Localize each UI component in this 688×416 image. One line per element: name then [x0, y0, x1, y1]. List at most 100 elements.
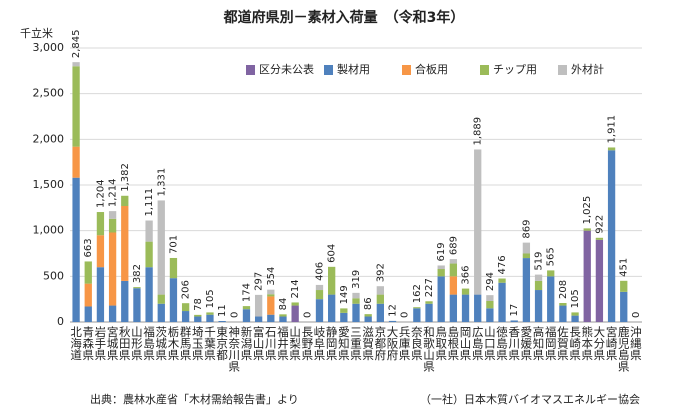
bar-segment — [352, 292, 360, 299]
bar-segment — [607, 147, 616, 151]
value-label: 1,025 — [582, 196, 593, 225]
x-tick-label: 長崎県 — [568, 326, 582, 361]
bar-segment — [267, 296, 275, 315]
x-tick-label: 大分県 — [592, 325, 606, 361]
value-label: 294 — [485, 272, 496, 291]
bar-segment — [486, 295, 494, 301]
bar-segment — [133, 288, 141, 322]
source: 出典：農林水産省「木材需給報告書」より — [90, 392, 299, 406]
chart-title: 都道府県別－素材入荷量 （令和3年） — [223, 9, 465, 26]
bar-segment — [169, 257, 178, 279]
x-tick-label: 東京都 — [215, 326, 229, 361]
bar-segment — [620, 280, 628, 292]
bar-segment — [72, 177, 80, 322]
bar-segment — [84, 306, 92, 322]
y-tick-label: 0 — [57, 315, 64, 328]
bar-segment — [218, 320, 226, 322]
bar-segment — [449, 294, 458, 322]
y-tick-label: 2,000 — [33, 132, 65, 145]
value-label: 2,845 — [71, 30, 82, 59]
bar-segment — [169, 278, 178, 322]
bar-segment — [352, 303, 360, 322]
bar-segment — [291, 302, 299, 306]
bar-segment — [96, 235, 105, 268]
value-label: 354 — [266, 267, 277, 286]
value-label: 1,214 — [108, 178, 119, 207]
bar-segment — [461, 294, 470, 322]
legend-label: チップ用 — [493, 63, 537, 76]
value-label: 0 — [400, 312, 411, 318]
bar-segment — [84, 261, 92, 284]
bar-segment — [121, 280, 129, 322]
bar-segment — [376, 286, 384, 295]
bar-segment — [571, 315, 579, 322]
bar-segment — [315, 284, 324, 291]
bar-segment — [583, 230, 591, 322]
bar-segment — [559, 303, 567, 306]
bar-segment — [279, 316, 287, 322]
bar-segment — [559, 305, 567, 322]
value-label: 1,382 — [120, 163, 131, 192]
value-label: 162 — [412, 284, 423, 303]
value-label: 0 — [229, 312, 240, 318]
bar-segment — [595, 237, 604, 240]
x-tick-label: 京都府 — [373, 325, 387, 361]
x-tick-label: 兵庫県 — [398, 326, 412, 361]
bar-segment — [437, 276, 445, 322]
y-tick-label: 2,500 — [33, 87, 65, 100]
x-tick-label: 北海道 — [69, 326, 83, 361]
value-label: 84 — [278, 298, 289, 311]
bar-segment — [206, 312, 214, 315]
value-label: 604 — [327, 244, 338, 263]
value-label: 11 — [217, 304, 228, 317]
bar-segment — [376, 303, 384, 322]
value-label: 1,889 — [473, 117, 484, 146]
x-tick-label: 富山県 — [252, 325, 266, 361]
value-label: 86 — [363, 297, 374, 310]
value-label: 701 — [168, 235, 179, 254]
x-tick-label: 青森県 — [81, 326, 95, 361]
x-tick-label: 静岡県 — [325, 325, 339, 361]
bar-segment — [242, 306, 251, 310]
bar-segment — [522, 258, 531, 322]
value-label: 1,911 — [607, 115, 618, 144]
bar-segment — [108, 211, 117, 219]
x-tick-label: 茨城県 — [154, 325, 168, 361]
x-tick-label: 広島県 — [471, 326, 485, 361]
value-label: 382 — [132, 264, 143, 283]
y-tick-label: 3,000 — [33, 41, 65, 54]
value-label: 174 — [241, 283, 252, 302]
value-label: 105 — [205, 289, 216, 308]
credit: （一社）日本木質バイオマスエネルギー協会 — [420, 392, 640, 406]
bar-segment — [522, 242, 531, 254]
bar-segment — [510, 320, 518, 322]
x-tick-label: 奈良県 — [410, 325, 424, 361]
value-label: 1,111 — [144, 188, 155, 217]
value-label: 1,204 — [95, 179, 106, 208]
bar-segment — [449, 263, 458, 277]
value-label: 451 — [619, 258, 630, 277]
bar-segment — [364, 314, 372, 317]
bar-segment — [474, 294, 482, 322]
bar-segment — [425, 303, 433, 322]
bar-segment — [96, 267, 105, 322]
value-label: 0 — [302, 312, 313, 318]
bar-segment — [437, 269, 445, 277]
x-tick-label: 千葉県 — [203, 326, 217, 361]
x-tick-label: 香川県 — [507, 326, 521, 361]
x-tick-label: 熊本県 — [580, 325, 594, 361]
bar-segment — [242, 309, 251, 322]
bar-segment — [84, 283, 92, 307]
x-tick-label: 徳島県 — [495, 325, 509, 361]
bar-segment — [534, 274, 543, 281]
bar-segment — [267, 314, 275, 322]
value-label: 319 — [351, 270, 362, 289]
value-label: 619 — [436, 242, 447, 261]
bar-segment — [388, 320, 397, 322]
value-label: 206 — [181, 280, 192, 299]
x-tick-label: 山口県 — [483, 326, 497, 361]
legend-swatch — [246, 65, 255, 75]
x-tick-label: 山形県 — [130, 326, 144, 361]
bar-segment — [449, 276, 458, 295]
